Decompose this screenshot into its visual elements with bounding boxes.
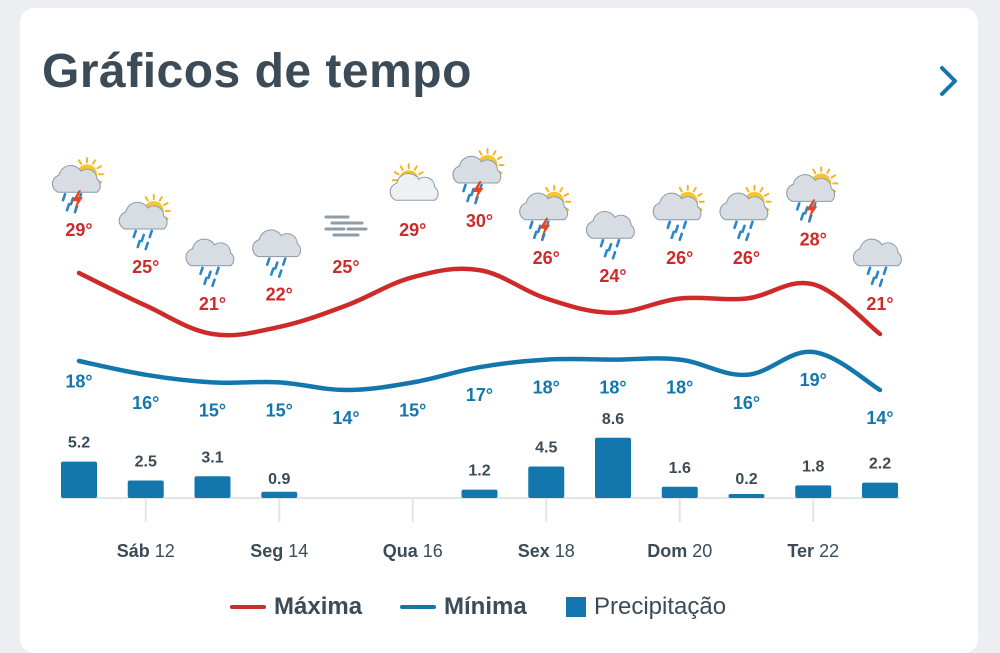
precip-label: 1.6 (669, 460, 691, 477)
precip-bar (261, 491, 298, 498)
min-temp-label: 17° (466, 385, 493, 405)
precip-label: 0.9 (268, 471, 290, 488)
legend-precip-swatch (566, 597, 586, 617)
max-temp-line (76, 266, 883, 338)
min-temp-label: 18° (666, 378, 693, 398)
precip-label: 2.2 (869, 456, 891, 473)
precip-bar (661, 486, 698, 498)
max-temp-label: 26° (533, 248, 560, 268)
precip-label: 0.2 (735, 471, 757, 488)
min-temp-label: 18° (533, 378, 560, 398)
thunderstorm-sun-icon (51, 157, 104, 214)
x-tick-label: Seg 14 (250, 541, 308, 561)
rain-cloud-icon (185, 238, 235, 288)
rain-sun-icon (652, 184, 705, 242)
precip-bar (528, 466, 565, 498)
x-tick-label: Sex 18 (518, 541, 575, 561)
thunderstorm-sun-icon (786, 166, 839, 223)
min-temp-label: 18° (65, 372, 92, 392)
precip-label: 5.2 (68, 435, 90, 452)
page-title: Gráficos de tempo (42, 45, 472, 98)
legend-max-swatch (230, 605, 266, 609)
legend-precip: Precipitação (566, 592, 726, 622)
min-temp-label: 16° (733, 393, 760, 413)
legend-min-swatch (400, 605, 436, 609)
max-temp-label: 24° (599, 266, 626, 286)
max-temp-label: 21° (866, 294, 893, 314)
x-tick-label: Qua 16 (383, 541, 443, 561)
max-temp-label: 25° (132, 257, 159, 277)
chevron-right-icon[interactable] (938, 64, 960, 98)
precip-label: 1.2 (468, 463, 490, 480)
precip-label: 4.5 (535, 440, 557, 457)
max-temp-label: 26° (666, 248, 693, 268)
legend-max-label: Máxima (274, 593, 363, 620)
max-temp-label: 22° (266, 285, 293, 305)
precip-label: 2.5 (135, 454, 157, 471)
legend-min-label: Mínima (444, 593, 527, 620)
min-temp-label: 18° (599, 378, 626, 398)
x-tick-label: Ter 22 (787, 541, 839, 561)
min-temp-label: 15° (399, 400, 426, 420)
partly-cloudy-icon (389, 163, 439, 201)
precip-bar (862, 482, 898, 498)
fog-icon (324, 215, 368, 237)
precip-bar (795, 485, 832, 498)
legend-min: Mínima (400, 592, 527, 622)
precip-bar (461, 489, 498, 498)
rain-cloud-icon (252, 229, 302, 278)
precip-label: 8.6 (602, 411, 624, 428)
precip-bar (595, 437, 631, 498)
legend-max: Máxima (230, 592, 362, 622)
rain-cloud-icon (852, 238, 902, 288)
thunderstorm-sun-icon (452, 148, 505, 205)
min-temp-label: 14° (866, 408, 893, 428)
precip-bar (728, 494, 765, 498)
rain-sun-icon (118, 194, 171, 251)
legend-precip-label: Precipitação (594, 593, 727, 620)
min-temp-label: 19° (800, 370, 827, 390)
max-temp-label: 30° (466, 211, 493, 231)
precip-label: 1.8 (802, 458, 824, 475)
precip-bar (194, 476, 231, 498)
thunderstorm-sun-icon (519, 184, 572, 242)
rain-cloud-icon (585, 211, 635, 260)
min-temp-line (76, 349, 883, 393)
max-temp-label: 29° (399, 220, 426, 240)
max-temp-label: 29° (65, 220, 92, 240)
max-temp-label: 25° (332, 257, 359, 277)
precip-bar (127, 480, 164, 498)
min-temp-label: 15° (266, 400, 293, 420)
min-temp-label: 16° (132, 393, 159, 413)
max-temp-label: 21° (199, 294, 226, 314)
x-tick-label: Sáb 12 (117, 541, 175, 561)
precip-bar (61, 461, 97, 498)
x-tick-label: Dom 20 (647, 541, 712, 561)
max-temp-label: 26° (733, 248, 760, 268)
min-temp-label: 14° (332, 408, 359, 428)
precip-label: 3.1 (201, 449, 223, 466)
min-temp-label: 15° (199, 400, 226, 420)
weather-chart-card: Gráficos de tempo (20, 8, 978, 653)
max-temp-label: 28° (800, 229, 827, 249)
rain-sun-icon (719, 184, 772, 242)
